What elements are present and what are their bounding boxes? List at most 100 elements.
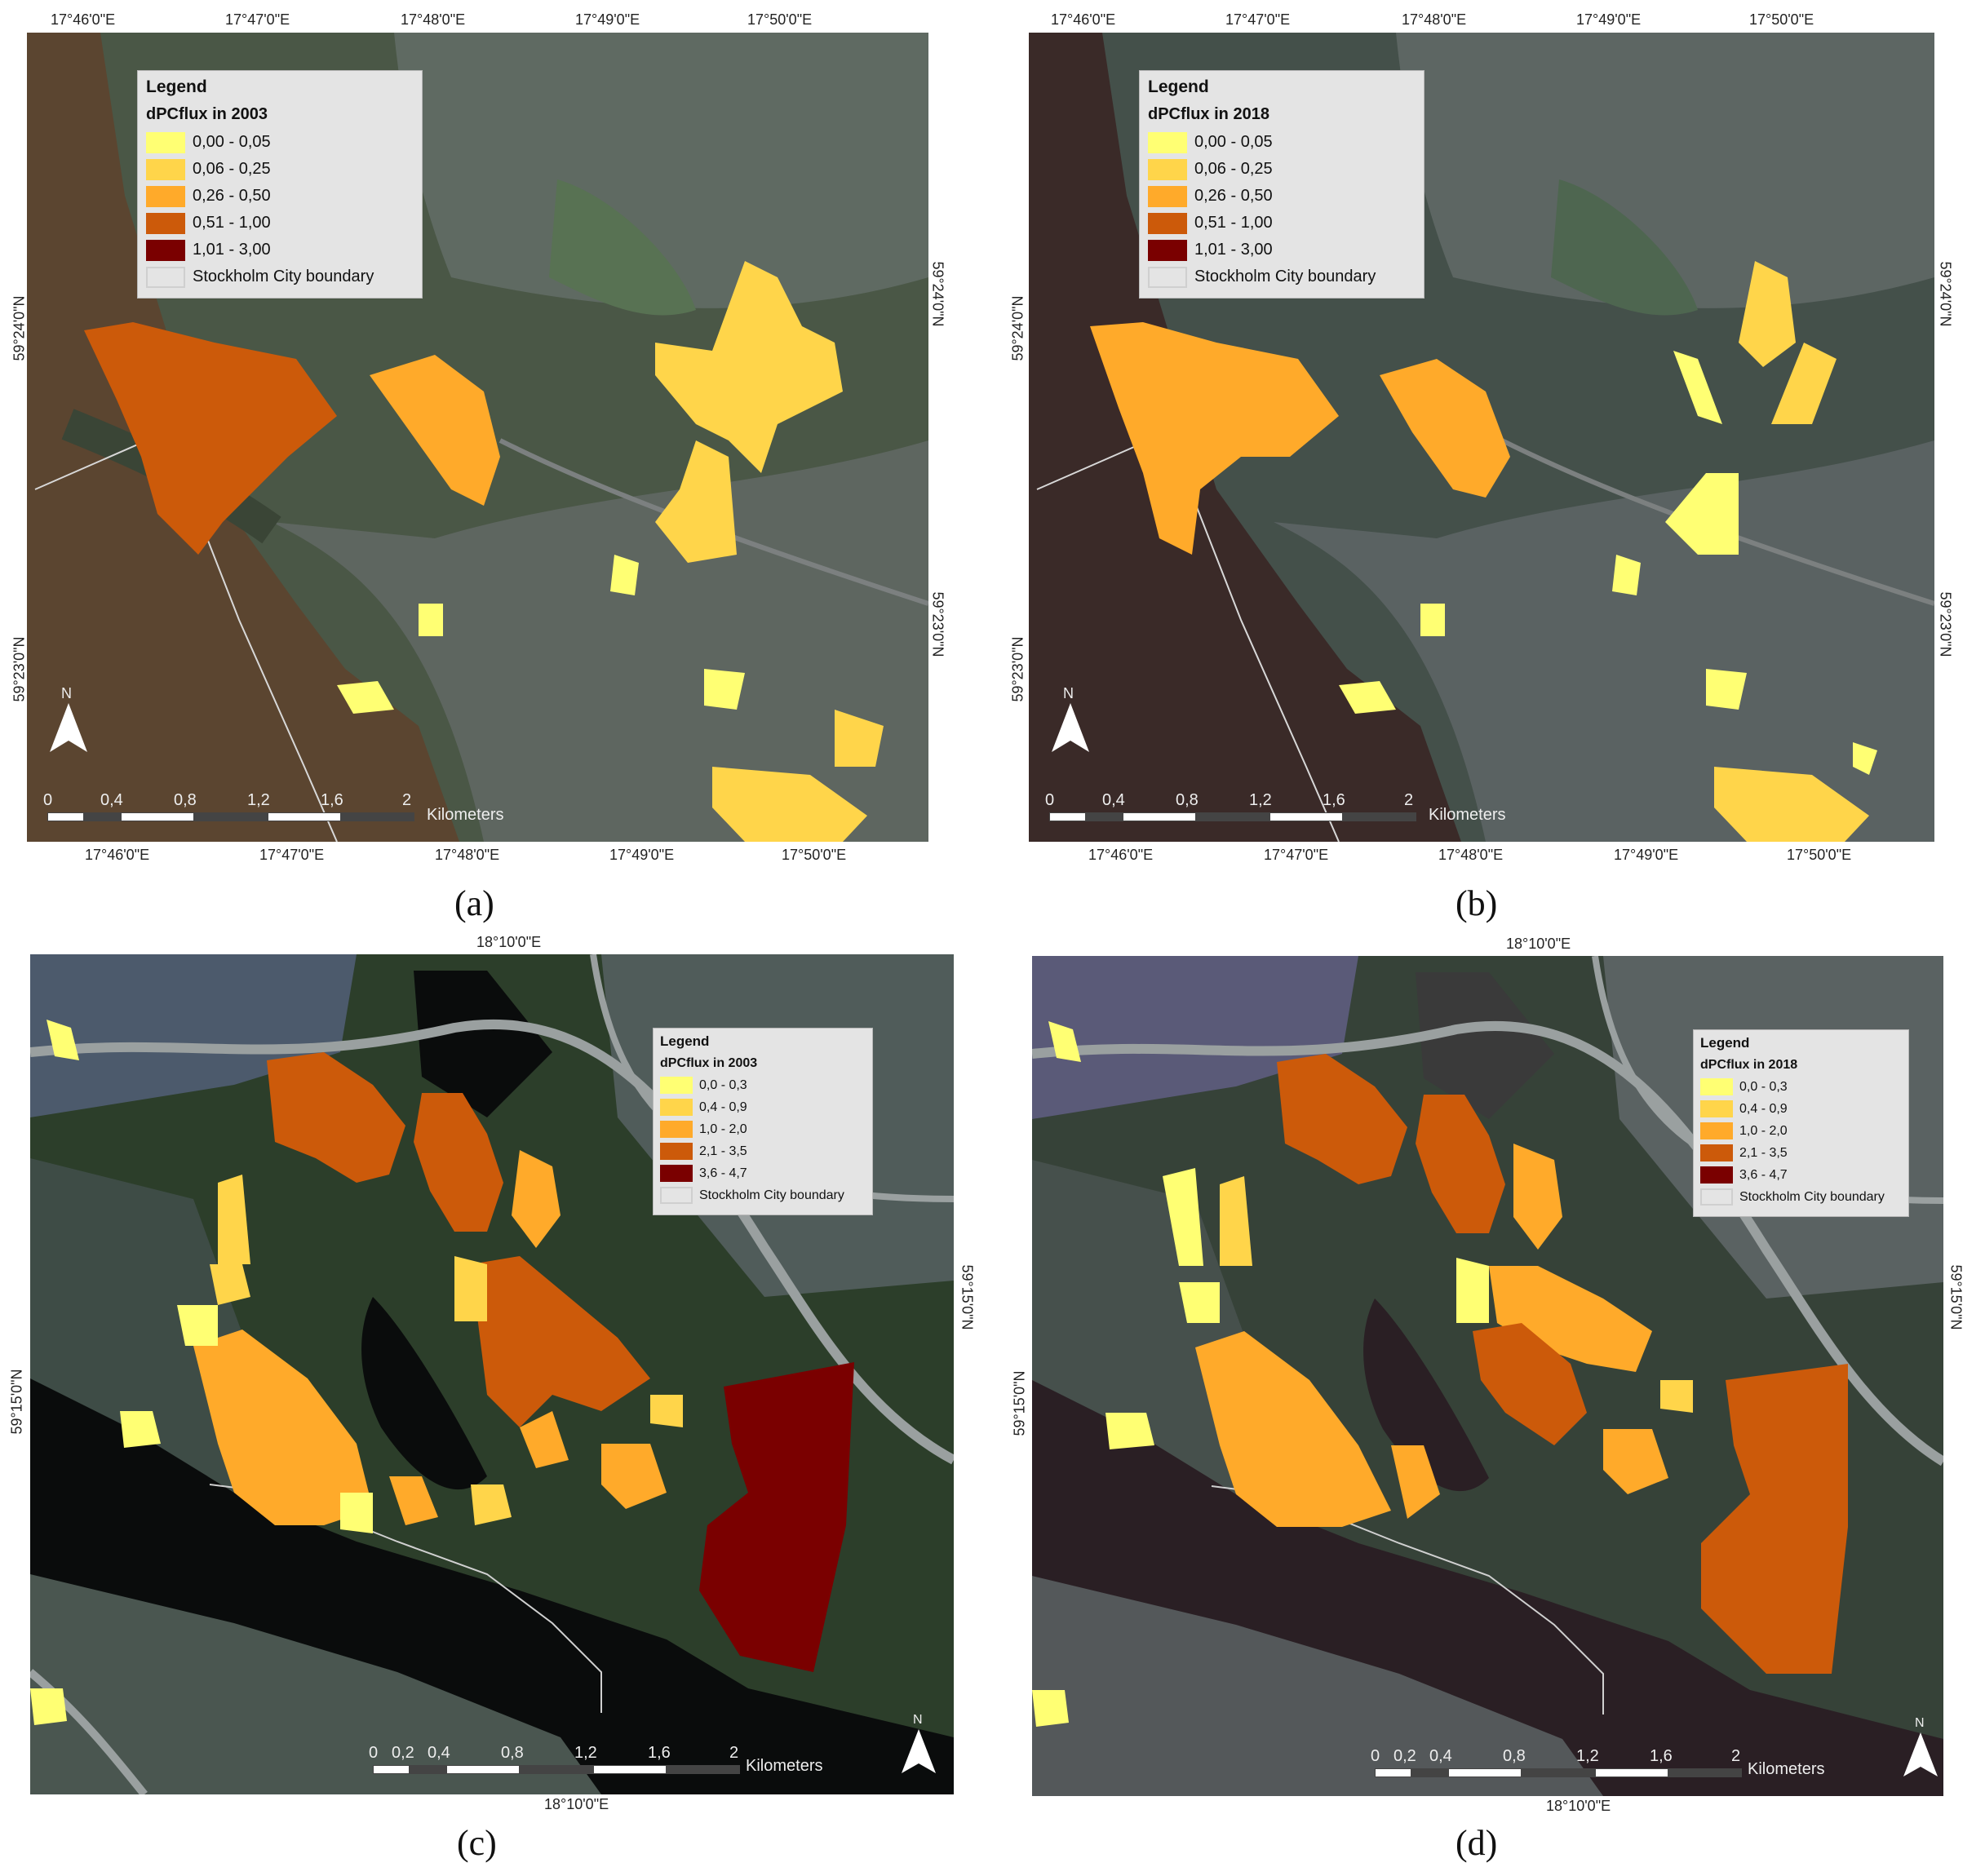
top-tick-label: 17°50'0"E xyxy=(747,11,813,28)
patch-orange xyxy=(512,1150,560,1248)
legend-swatch xyxy=(660,1077,693,1094)
legend-boundary-label: Stockholm City boundary xyxy=(1739,1189,1885,1204)
scale-label: 0,4 xyxy=(100,791,123,809)
legend-swatch xyxy=(660,1143,693,1160)
patch-yellow xyxy=(1456,1258,1489,1323)
north-arrow-icon: N xyxy=(1052,685,1089,759)
patch-yellow xyxy=(1163,1168,1203,1266)
legend-class-label: 3,6 - 4,7 xyxy=(699,1166,747,1180)
top-tick-label: 17°47'0"E xyxy=(225,11,290,28)
patch-orange xyxy=(1090,322,1339,555)
patch-yellow xyxy=(1853,742,1877,775)
top-tick-label: 17°50'0"E xyxy=(1749,11,1814,28)
scale-bar: 0 0,2 0,4 0,8 1,2 1,6 2 Kilometers xyxy=(1371,1747,1828,1788)
scale-label: 1,2 xyxy=(247,791,270,809)
patch-gold xyxy=(1739,261,1796,367)
north-arrow-icon: N xyxy=(1903,1716,1938,1786)
map-frame[interactable]: Legend dPCflux in 2018 0,0 - 0,3 0,4 - 0… xyxy=(1032,956,1943,1796)
scale-label: 0 xyxy=(1371,1747,1380,1765)
patch-orange-dark xyxy=(471,1256,650,1427)
scale-label: 2 xyxy=(1404,791,1414,809)
patch-yellow xyxy=(1339,681,1396,714)
panel-caption: (d) xyxy=(1456,1823,1498,1863)
legend-class-row: 1,0 - 2,0 xyxy=(660,1118,866,1140)
legend-subtitle: dPCflux in 2003 xyxy=(660,1056,758,1070)
legend-class-label: 0,51 - 1,00 xyxy=(193,214,271,232)
scale-label: 0,2 xyxy=(1393,1747,1416,1765)
top-tick-label: 17°49'0"E xyxy=(575,11,640,28)
legend-class-label: 2,1 - 3,5 xyxy=(699,1144,747,1158)
top-tick-label: 18°10'0"E xyxy=(476,934,542,950)
patch-yellow xyxy=(30,1688,67,1725)
patch-orange xyxy=(1513,1144,1562,1250)
scale-label: 1,2 xyxy=(574,1744,597,1762)
scale-label: 0,4 xyxy=(1429,1747,1452,1765)
scale-label: 0,8 xyxy=(174,791,197,809)
patch-gold xyxy=(1660,1380,1693,1413)
legend: Legend dPCflux in 2018 0,0 - 0,3 0,4 - 0… xyxy=(1693,1029,1909,1217)
top-tick-label: 17°46'0"E xyxy=(1051,11,1116,28)
patch-orange-dark xyxy=(1473,1323,1587,1445)
scale-label: 1,6 xyxy=(321,791,343,809)
patch-gold xyxy=(210,1264,250,1305)
scale-bar: 0 0,4 0,8 1,2 1,6 2 Kilometers xyxy=(43,791,503,832)
patch-gold xyxy=(1714,767,1869,842)
legend-boundary-label: Stockholm City boundary xyxy=(1194,268,1376,285)
legend-class-row: 0,0 - 0,3 xyxy=(660,1074,866,1096)
left-tick-label: 59°23'0"N xyxy=(1009,636,1026,702)
patch-yellow xyxy=(120,1411,161,1448)
north-label: N xyxy=(1063,685,1074,701)
patch-yellow xyxy=(1048,1021,1081,1062)
scale-label: 0 xyxy=(1045,791,1055,809)
legend-class-label: 0,51 - 1,00 xyxy=(1194,214,1273,232)
right-tick-label: 59°23'0"N xyxy=(929,591,946,657)
patch-orange-dark xyxy=(1277,1054,1407,1184)
patch-orange-dark xyxy=(414,1093,503,1232)
north-label: N xyxy=(61,685,72,701)
legend-class-label: 0,4 - 0,9 xyxy=(699,1099,747,1114)
patch-orange xyxy=(1380,359,1510,498)
legend-class-row: 2,1 - 3,5 xyxy=(660,1140,866,1162)
bottom-tick-label: 17°47'0"E xyxy=(259,847,325,863)
bottom-tick-label: 18°10'0"E xyxy=(1546,1798,1611,1814)
satellite-imagery xyxy=(27,33,928,842)
map-frame[interactable]: Legend dPCflux in 2018 0,00 - 0,05 0,06 … xyxy=(1029,33,1934,842)
patch-orange xyxy=(1603,1429,1668,1494)
patch-gold xyxy=(650,1395,683,1427)
scale-label: 0 xyxy=(43,791,53,809)
map-frame[interactable]: Legend dPCflux in 2003 0,00 - 0,05 0,06 … xyxy=(27,33,928,842)
map-frame[interactable]: Legend dPCflux in 2003 0,0 - 0,3 0,4 - 0… xyxy=(30,954,954,1794)
patch-gold xyxy=(218,1175,250,1264)
legend-title: Legend xyxy=(1148,77,1209,96)
legend-class-row: 1,0 - 2,0 xyxy=(1700,1120,1902,1142)
patch-gold xyxy=(471,1484,512,1525)
legend-class-row: 0,4 - 0,9 xyxy=(660,1096,866,1118)
north-arrow-icon: N xyxy=(902,1713,936,1783)
legend-class-label: 0,06 - 0,25 xyxy=(1194,160,1273,178)
legend-swatch xyxy=(1148,239,1187,261)
legend-subtitle: dPCflux in 2018 xyxy=(1700,1058,1798,1072)
satellite-imagery xyxy=(1029,33,1934,842)
legend-class-row: 0,51 - 1,00 xyxy=(1148,210,1416,237)
scale-unit: Kilometers xyxy=(427,806,504,824)
legend-boundary-row: Stockholm City boundary xyxy=(660,1184,866,1206)
legend-class-label: 3,6 - 4,7 xyxy=(1739,1167,1788,1182)
patch-gold xyxy=(835,710,884,767)
patch-orange-dark xyxy=(84,322,337,555)
legend-swatch xyxy=(1148,185,1187,207)
scale-bar: 0 0,2 0,4 0,8 1,2 1,6 2 Kilometers xyxy=(369,1744,826,1785)
legend-class-label: 0,06 - 0,25 xyxy=(193,160,271,178)
scale-label: 0 xyxy=(369,1744,379,1762)
patch-gold xyxy=(1771,343,1837,424)
legend-swatch xyxy=(1148,212,1187,234)
legend-class-label: 2,1 - 3,5 xyxy=(1739,1145,1788,1160)
legend-swatch xyxy=(1700,1144,1733,1161)
legend-boundary-row: Stockholm City boundary xyxy=(1700,1186,1902,1208)
bottom-tick-label: 17°47'0"E xyxy=(1264,847,1329,863)
legend-boundary-row: Stockholm City boundary xyxy=(146,263,414,290)
patch-yellow xyxy=(177,1305,218,1346)
legend-subtitle: dPCflux in 2018 xyxy=(1148,105,1269,123)
legend-swatch xyxy=(660,1121,693,1138)
scale-label: 2 xyxy=(402,791,412,809)
legend-class-row: 0,51 - 1,00 xyxy=(146,210,414,237)
